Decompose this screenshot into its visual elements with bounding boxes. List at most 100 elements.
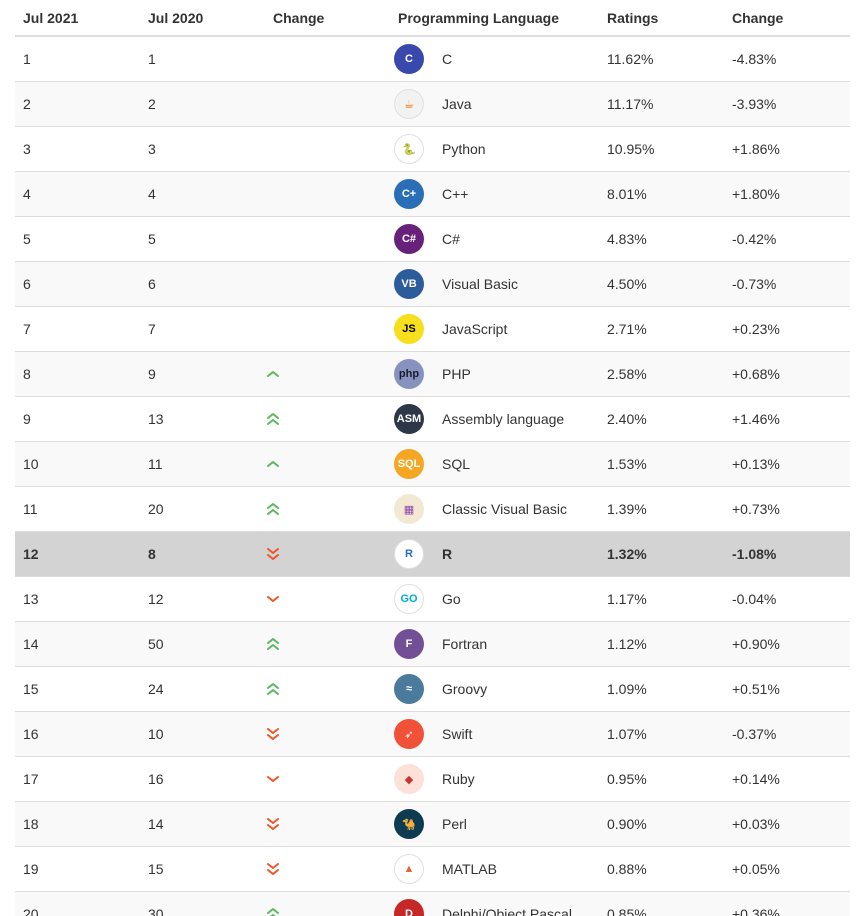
language-cell: JS JavaScript [390, 314, 599, 344]
js-logo-icon: JS [394, 314, 424, 344]
language-cell: ASM Assembly language [390, 404, 599, 434]
rank-cell: 17 [23, 771, 39, 787]
language-cell: ◆ Ruby [390, 764, 599, 794]
table-row[interactable]: 6 6 VB Visual Basic 4.50% -0.73% [15, 262, 850, 307]
matlab-logo-icon: ▲ [394, 854, 424, 884]
language-cell: VB Visual Basic [390, 269, 599, 299]
prev-rank-cell: 30 [148, 906, 164, 916]
rank-cell: 16 [23, 726, 39, 742]
language-name[interactable]: Perl [442, 816, 467, 832]
rating-cell: 0.90% [607, 816, 647, 832]
header-jul-2021[interactable]: Jul 2021 [23, 9, 79, 26]
rating-change-cell: +0.05% [732, 861, 780, 877]
table-row[interactable]: 2 2 ☕ Java 11.17% -3.93% [15, 82, 850, 127]
table-row[interactable]: 16 10 ➶ Swift 1.07% -0.37% [15, 712, 850, 757]
language-name[interactable]: Fortran [442, 636, 488, 652]
header-jul-2020[interactable]: Jul 2020 [148, 9, 204, 26]
language-name[interactable]: R [442, 546, 453, 562]
prev-rank-cell: 8 [148, 546, 156, 562]
rank-cell: 12 [23, 546, 39, 562]
prev-rank-cell: 4 [148, 186, 156, 202]
language-cell: 🐪 Perl [390, 809, 599, 839]
prev-rank-cell: 15 [148, 861, 164, 877]
language-name[interactable]: MATLAB [442, 861, 497, 877]
language-name[interactable]: Python [442, 141, 486, 157]
table-row[interactable]: 5 5 C# C# 4.83% -0.42% [15, 217, 850, 262]
language-name[interactable]: Swift [442, 726, 473, 742]
rating-cell: 10.95% [607, 141, 655, 157]
language-name[interactable]: Delphi/Object Pascal [442, 906, 572, 916]
language-name[interactable]: Ruby [442, 771, 475, 787]
prev-rank-cell: 16 [148, 771, 164, 787]
prev-rank-cell: 12 [148, 591, 164, 607]
rank-up-double-icon [267, 638, 279, 650]
header-change[interactable]: Change [273, 9, 325, 26]
rank-up-icon [267, 371, 279, 377]
header-programming-language[interactable]: Programming Language [398, 9, 560, 26]
table-row[interactable]: 20 30 D Delphi/Object Pascal 0.85% +0.36% [15, 892, 850, 916]
table-row[interactable]: 12 8 R R 1.32% -1.08% [15, 532, 850, 577]
rank-cell: 14 [23, 636, 39, 652]
groovy-logo-icon: ≈ [394, 674, 424, 704]
perl-logo-icon: 🐪 [394, 809, 424, 839]
language-cell: F Fortran [390, 629, 599, 659]
language-name[interactable]: PHP [442, 366, 471, 382]
prev-rank-cell: 3 [148, 141, 156, 157]
rating-cell: 11.17% [607, 96, 654, 112]
rank-up-double-icon [267, 413, 279, 425]
rank-up-double-icon [267, 683, 279, 695]
table-row[interactable]: 13 12 GO Go 1.17% -0.04% [15, 577, 850, 622]
header-ratings-change[interactable]: Change [732, 9, 784, 26]
table-row[interactable]: 14 50 F Fortran 1.12% +0.90% [15, 622, 850, 667]
rank-cell: 19 [23, 861, 39, 877]
rating-cell: 11.62% [607, 51, 654, 67]
rank-cell: 7 [23, 321, 31, 337]
language-name[interactable]: Groovy [442, 681, 488, 697]
sql-logo-icon: SQL [394, 449, 424, 479]
language-name[interactable]: SQL [442, 456, 471, 472]
language-name[interactable]: C++ [442, 186, 469, 202]
language-name[interactable]: Assembly language [442, 411, 565, 427]
language-name[interactable]: Java [442, 96, 472, 112]
rating-change-cell: -3.93% [732, 96, 777, 112]
rank-cell: 3 [23, 141, 31, 157]
rating-change-cell: +0.36% [732, 906, 780, 916]
prev-rank-cell: 10 [148, 726, 164, 742]
rank-cell: 10 [23, 456, 39, 472]
rating-cell: 1.12% [607, 636, 647, 652]
language-name[interactable]: C [442, 51, 453, 67]
table-row[interactable]: 19 15 ▲ MATLAB 0.88% +0.05% [15, 847, 850, 892]
table-row[interactable]: 1 1 C C 11.62% -4.83% [15, 37, 850, 82]
language-name[interactable]: Go [442, 591, 461, 607]
table-row[interactable]: 3 3 🐍 Python 10.95% +1.86% [15, 127, 850, 172]
rank-cell: 20 [23, 906, 39, 916]
rank-cell: 1 [23, 51, 31, 67]
rating-cell: 0.88% [607, 861, 647, 877]
table-row[interactable]: 7 7 JS JavaScript 2.71% +0.23% [15, 307, 850, 352]
rating-change-cell: +0.23% [732, 321, 780, 337]
header-ratings[interactable]: Ratings [607, 9, 659, 26]
table-row[interactable]: 18 14 🐪 Perl 0.90% +0.03% [15, 802, 850, 847]
language-name[interactable]: Classic Visual Basic [442, 501, 568, 517]
table-row[interactable]: 15 24 ≈ Groovy 1.09% +0.51% [15, 667, 850, 712]
table-row[interactable]: 17 16 ◆ Ruby 0.95% +0.14% [15, 757, 850, 802]
prev-rank-cell: 9 [148, 366, 156, 382]
language-name[interactable]: C# [442, 231, 460, 247]
language-cell: C# C# [390, 224, 599, 254]
language-name[interactable]: Visual Basic [442, 276, 519, 292]
table-row[interactable]: 4 4 C+ C++ 8.01% +1.80% [15, 172, 850, 217]
rating-cell: 2.40% [607, 411, 647, 427]
table-row[interactable]: 11 20 ▦ Classic Visual Basic 1.39% +0.73% [15, 487, 850, 532]
vb-logo-icon: VB [394, 269, 424, 299]
prev-rank-cell: 24 [148, 681, 164, 697]
rating-change-cell: +1.86% [732, 141, 780, 157]
language-cell: ➶ Swift [390, 719, 599, 749]
language-cell: SQL SQL [390, 449, 599, 479]
table-row[interactable]: 9 13 ASM Assembly language 2.40% +1.46% [15, 397, 850, 442]
rating-cell: 1.17% [607, 591, 647, 607]
rating-cell: 4.50% [607, 276, 647, 292]
table-row[interactable]: 10 11 SQL SQL 1.53% +0.13% [15, 442, 850, 487]
table-row[interactable]: 8 9 php PHP 2.58% +0.68% [15, 352, 850, 397]
language-name[interactable]: JavaScript [442, 321, 508, 337]
